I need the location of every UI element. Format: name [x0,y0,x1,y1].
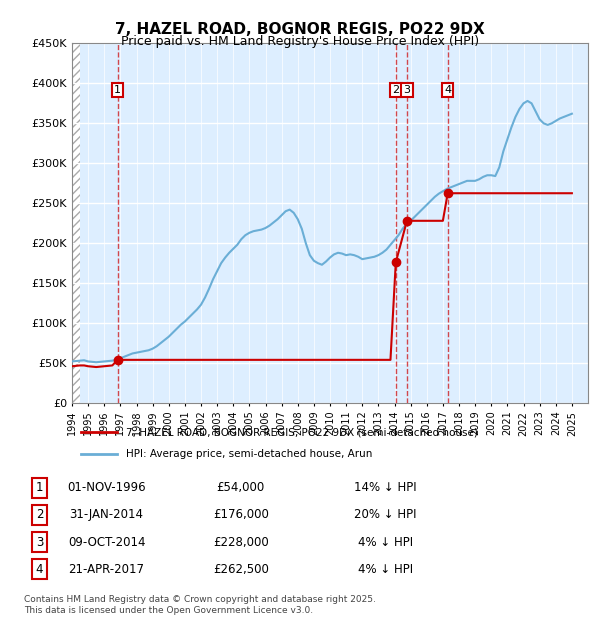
Text: 4% ↓ HPI: 4% ↓ HPI [358,563,413,576]
Text: £176,000: £176,000 [213,508,269,521]
Text: £54,000: £54,000 [217,481,265,494]
Text: 7, HAZEL ROAD, BOGNOR REGIS, PO22 9DX: 7, HAZEL ROAD, BOGNOR REGIS, PO22 9DX [115,22,485,37]
Text: 7, HAZEL ROAD, BOGNOR REGIS, PO22 9DX (semi-detached house): 7, HAZEL ROAD, BOGNOR REGIS, PO22 9DX (s… [126,427,478,437]
Text: 01-NOV-1996: 01-NOV-1996 [67,481,146,494]
Text: 3: 3 [403,85,410,95]
Text: Price paid vs. HM Land Registry's House Price Index (HPI): Price paid vs. HM Land Registry's House … [121,35,479,48]
Text: 21-APR-2017: 21-APR-2017 [68,563,145,576]
Text: £228,000: £228,000 [213,536,269,549]
Text: 4: 4 [36,563,43,576]
Text: HPI: Average price, semi-detached house, Arun: HPI: Average price, semi-detached house,… [126,450,373,459]
Text: 1: 1 [36,481,43,494]
Text: 20% ↓ HPI: 20% ↓ HPI [354,508,416,521]
Text: Contains HM Land Registry data © Crown copyright and database right 2025.
This d: Contains HM Land Registry data © Crown c… [24,595,376,614]
Text: 2: 2 [36,508,43,521]
Text: 14% ↓ HPI: 14% ↓ HPI [354,481,416,494]
Text: 1: 1 [114,85,121,95]
Bar [72,43,80,403]
Text: 3: 3 [36,536,43,549]
Text: 2: 2 [392,85,400,95]
Bar [72,43,80,403]
Text: 09-OCT-2014: 09-OCT-2014 [68,536,145,549]
Text: 4: 4 [444,85,451,95]
Text: 4% ↓ HPI: 4% ↓ HPI [358,536,413,549]
Text: £262,500: £262,500 [213,563,269,576]
Text: 31-JAN-2014: 31-JAN-2014 [70,508,143,521]
